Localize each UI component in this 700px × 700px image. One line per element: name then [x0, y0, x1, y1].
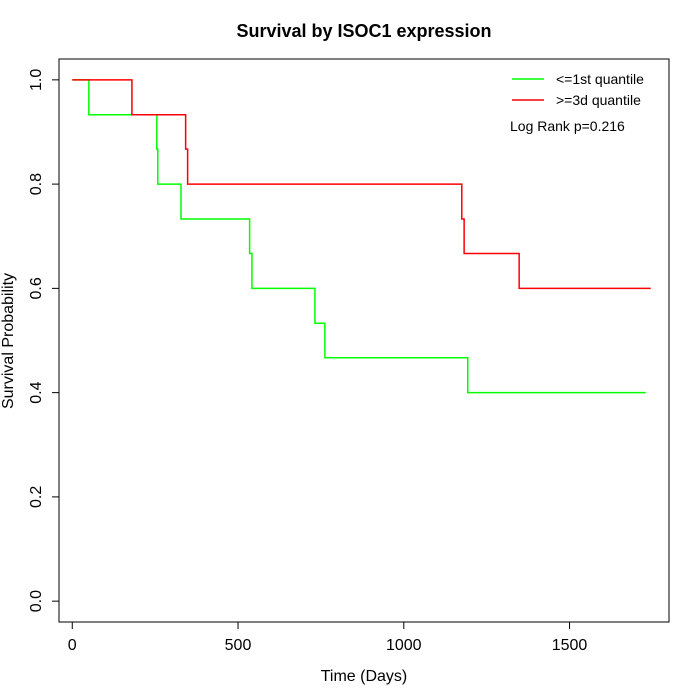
- x-tick-label: 500: [225, 637, 252, 654]
- legend: <=1st quantile >=3d quantile Log Rank p=…: [510, 71, 644, 134]
- y-tick-label: 0.0: [28, 590, 45, 612]
- legend-label-0: <=1st quantile: [556, 71, 644, 87]
- y-axis: 0.0 0.2 0.4 0.6 0.8 1.0: [28, 69, 60, 612]
- x-tick-label: 1500: [552, 637, 588, 654]
- y-tick-label: 0.2: [28, 486, 45, 508]
- log-rank-annotation: Log Rank p=0.216: [510, 118, 625, 134]
- y-tick-label: 1.0: [28, 69, 45, 91]
- chart-title: Survival by ISOC1 expression: [236, 21, 491, 41]
- legend-label-1: >=3d quantile: [556, 92, 641, 108]
- x-axis: 0 500 1000 1500: [68, 621, 588, 654]
- series-layer: [72, 79, 651, 394]
- x-axis-label: Time (Days): [321, 668, 408, 685]
- series-line-0: [72, 79, 646, 394]
- y-axis-label: Survival Probability: [0, 273, 17, 409]
- x-tick-label: 1000: [386, 637, 422, 654]
- y-tick-label: 0.8: [28, 173, 45, 195]
- x-tick-label: 0: [68, 637, 77, 654]
- y-tick-label: 0.6: [28, 277, 45, 299]
- series-line-1: [72, 79, 651, 290]
- y-tick-label: 0.4: [28, 381, 45, 403]
